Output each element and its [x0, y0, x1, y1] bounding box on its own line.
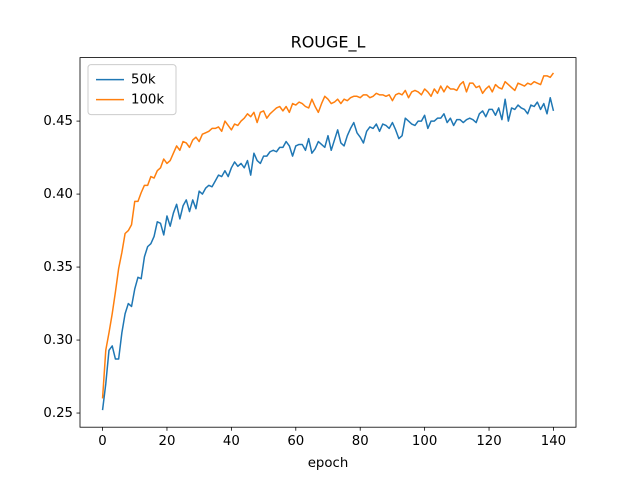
x-axis-label: epoch	[308, 456, 349, 471]
x-tick-label: 20	[159, 434, 176, 449]
series-line	[101, 96, 555, 411]
x-tick-label: 100	[412, 434, 437, 449]
series-line	[101, 72, 555, 399]
x-tick-label: 140	[541, 434, 566, 449]
x-tick-label: 80	[352, 434, 369, 449]
legend-box	[87, 64, 177, 116]
y-tick-label: 0.40	[43, 187, 73, 202]
y-tick-label: 0.25	[43, 406, 73, 421]
chart-title: ROUGE_L	[291, 33, 366, 53]
y-tick-label: 0.35	[43, 260, 73, 275]
x-tick-label: 120	[476, 434, 501, 449]
axes-frame	[79, 57, 577, 428]
x-tick-label: 40	[223, 434, 240, 449]
legend-label: 50k	[131, 73, 156, 88]
y-tick-label: 0.45	[43, 114, 73, 129]
x-tick-label: 60	[287, 434, 304, 449]
legend-label: 100k	[131, 93, 164, 108]
y-tick-label: 0.30	[43, 333, 73, 348]
x-tick-label: 0	[98, 434, 106, 449]
